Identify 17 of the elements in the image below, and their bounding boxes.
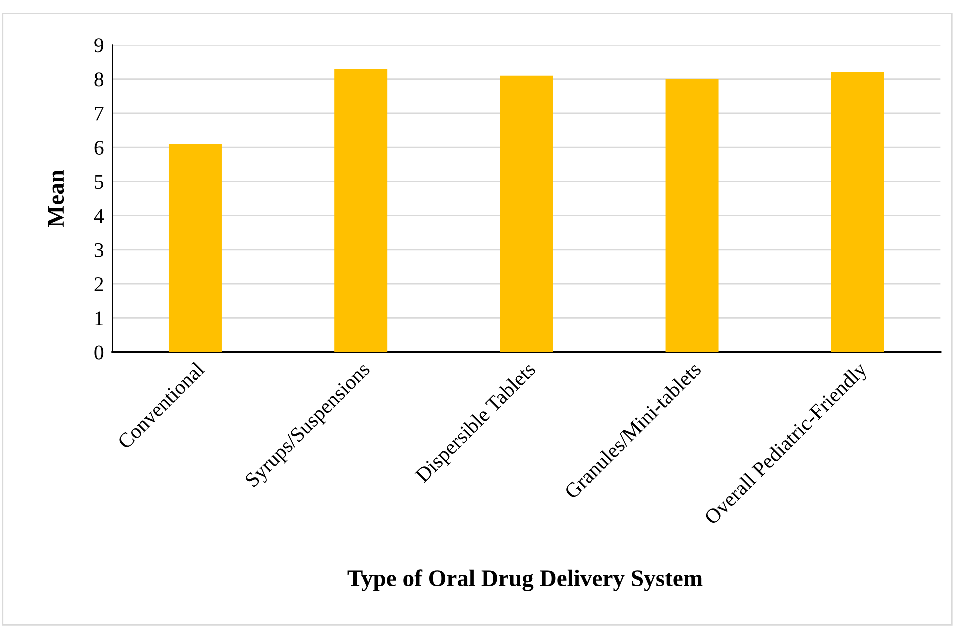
y-tick-label: 0: [94, 346, 104, 360]
y-axis-title: Mean: [48, 170, 64, 228]
y-tick-label: 7: [95, 107, 104, 121]
bar: [168, 144, 222, 352]
bar: [334, 69, 388, 352]
y-tick-label: 4: [94, 209, 104, 224]
y-tick-label: 3: [94, 243, 104, 258]
y-tick-label: 5: [95, 175, 104, 190]
y-tick-label: 8: [94, 72, 104, 87]
y-tick-label: 2: [94, 278, 104, 292]
bar: [666, 79, 719, 352]
bar: [831, 72, 884, 352]
bar: [500, 76, 554, 352]
x-axis-title: Type of Oral Drug Delivery System: [348, 570, 703, 592]
y-tick-label: 1: [96, 312, 104, 326]
y-tick-label: 9: [94, 38, 104, 53]
y-tick-label: 6: [94, 140, 104, 155]
